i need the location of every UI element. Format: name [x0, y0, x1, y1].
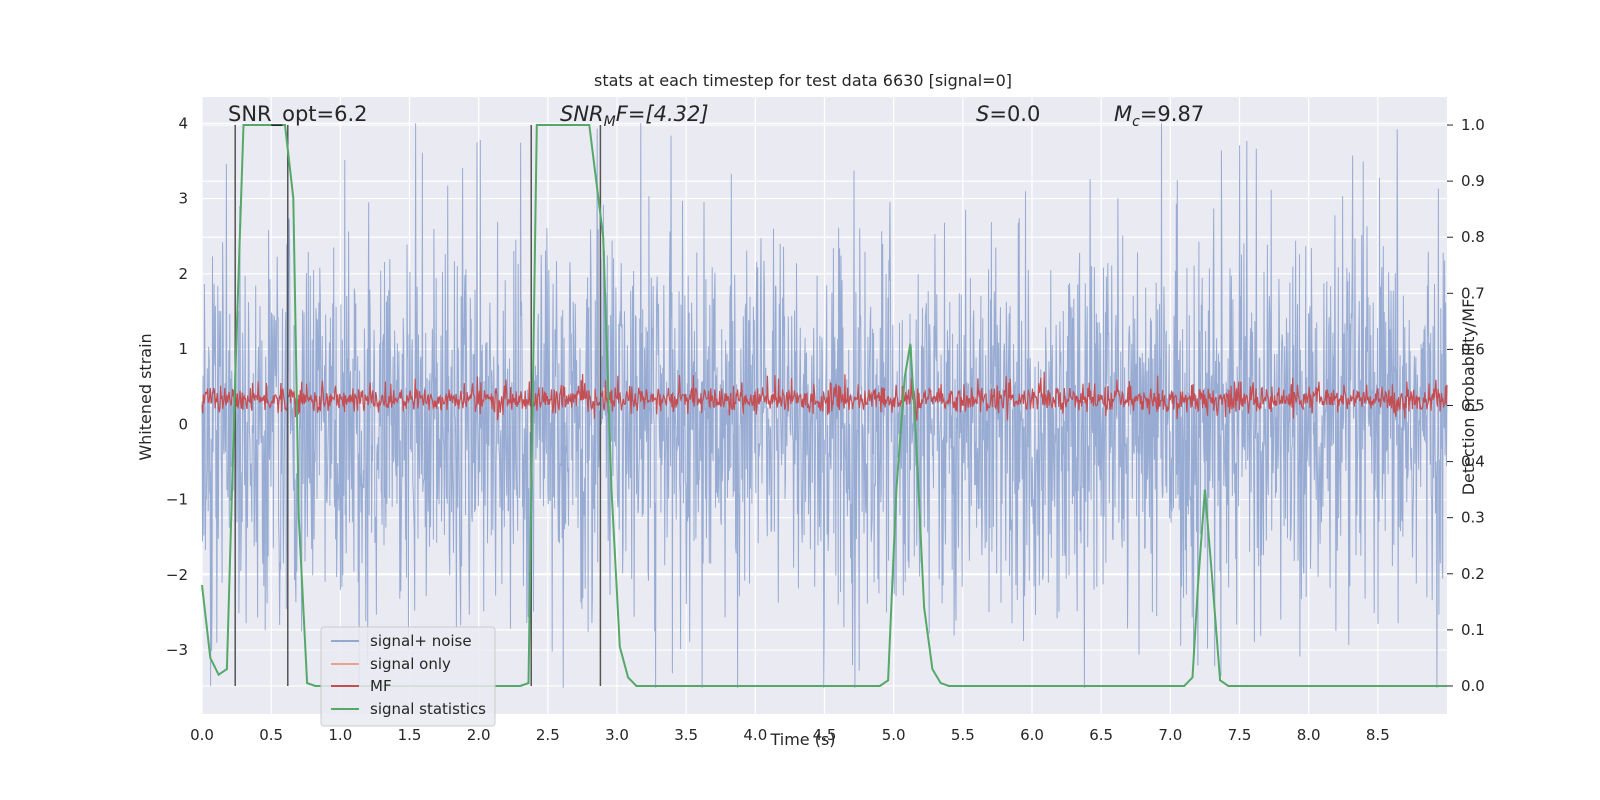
x-tick-label: 5.0 — [882, 726, 906, 744]
y-right-tick-label: 0.9 — [1461, 172, 1485, 190]
legend-label-signal-statistics: signal statistics — [370, 700, 486, 718]
signal-statistics-series — [201, 124, 1447, 687]
y-right-tick-label: 0.8 — [1461, 228, 1485, 246]
x-tick-label: 3.0 — [605, 726, 629, 744]
x-tick-label: 2.5 — [536, 726, 560, 744]
y-right-tick-label: 0.2 — [1461, 565, 1485, 583]
y-left-tick-label: −3 — [166, 641, 188, 659]
x-axis-label: Time (s) — [769, 730, 835, 749]
mc-symbol: M — [1114, 102, 1132, 126]
x-tick-label: 8.0 — [1297, 726, 1321, 744]
y-left-tick-label: 4 — [178, 114, 188, 132]
legend-box — [320, 626, 496, 727]
snr-mf-value: F=[4.32] — [616, 102, 709, 126]
y-left-tick-label: 3 — [178, 190, 188, 208]
snr-opt-annotation: SNR_opt=6.2 — [228, 102, 368, 127]
s-value: =0.0 — [989, 102, 1040, 126]
snr-mf-subscript: M — [604, 114, 616, 130]
y-right-axis-ticks: 1.0 0.9 0.8 0.7 0.6 0.5 0.4 0.3 0.2 0.1 0.0 — [1447, 116, 1485, 695]
y-right-tick-label: 0.5 — [1461, 397, 1485, 415]
x-tick-label: 0.5 — [259, 726, 283, 744]
y-left-tick-label: 1 — [178, 340, 188, 358]
signal-noise-series — [201, 123, 1448, 688]
y-right-tick-label: 0.3 — [1461, 509, 1485, 527]
x-tick-label: 0.0 — [190, 726, 214, 744]
x-tick-label: 2.0 — [467, 726, 491, 744]
x-tick-label: 8.5 — [1366, 726, 1390, 744]
x-tick-label: 1.5 — [398, 726, 422, 744]
x-tick-label: 6.5 — [1089, 726, 1113, 744]
y-left-tick-label: −2 — [166, 566, 188, 584]
x-axis-ticks: 0.0 0.5 1.0 1.5 2.0 2.5 3.0 3.5 4.0 4.5 5.0 5.5 6.0 6… — [190, 726, 1390, 744]
y-axis-right-label: Detection probability/MF — [1459, 299, 1478, 496]
legend-label-signal-noise: signal+ noise — [370, 632, 472, 650]
y-right-tick-label: 1.0 — [1461, 116, 1485, 134]
legend-label-mf: MF — [370, 677, 392, 695]
x-tick-label: 5.5 — [951, 726, 975, 744]
y-right-tick-label: 0.1 — [1461, 621, 1485, 639]
series-layer — [201, 123, 1448, 688]
y-left-axis-ticks: 4 3 2 1 0 −1 −2 −3 — [166, 114, 188, 659]
x-tick-label: 4.0 — [743, 726, 767, 744]
mc-value: =9.87 — [1140, 102, 1204, 126]
x-tick-label: 3.5 — [674, 726, 698, 744]
mc-subscript: c — [1132, 114, 1140, 130]
y-left-tick-label: 0 — [178, 415, 188, 433]
snr-mf-symbol: SNR — [560, 102, 604, 126]
x-tick-label: 7.0 — [1158, 726, 1182, 744]
y-right-tick-label: 0.6 — [1461, 340, 1485, 358]
y-axis-left-label: Whitened strain — [136, 333, 155, 460]
y-left-tick-label: −1 — [166, 491, 188, 509]
x-tick-label: 4.5 — [813, 726, 837, 744]
y-left-tick-label: 2 — [178, 265, 188, 283]
s-symbol: S — [976, 102, 989, 126]
y-right-tick-label: 0.0 — [1461, 677, 1485, 695]
y-right-tick-label: 0.4 — [1461, 453, 1485, 471]
mc-annotation: Mc=9.87 — [1114, 102, 1204, 130]
y-right-tick-label: 0.7 — [1461, 284, 1485, 302]
x-tick-label: 1.0 — [328, 726, 352, 744]
legend-label-signal-only: signal only — [370, 655, 451, 673]
x-tick-label: 6.0 — [1020, 726, 1044, 744]
s-annotation: S=0.0 — [976, 102, 1040, 126]
legend: signal+ noise signal only MF signal stat… — [320, 626, 496, 727]
snr-mf-annotation: SNRMF=[4.32] — [560, 102, 709, 130]
chart-title: stats at each timestep for test data 663… — [594, 71, 1012, 90]
mf-series — [201, 371, 1448, 421]
x-tick-label: 7.5 — [1228, 726, 1252, 744]
